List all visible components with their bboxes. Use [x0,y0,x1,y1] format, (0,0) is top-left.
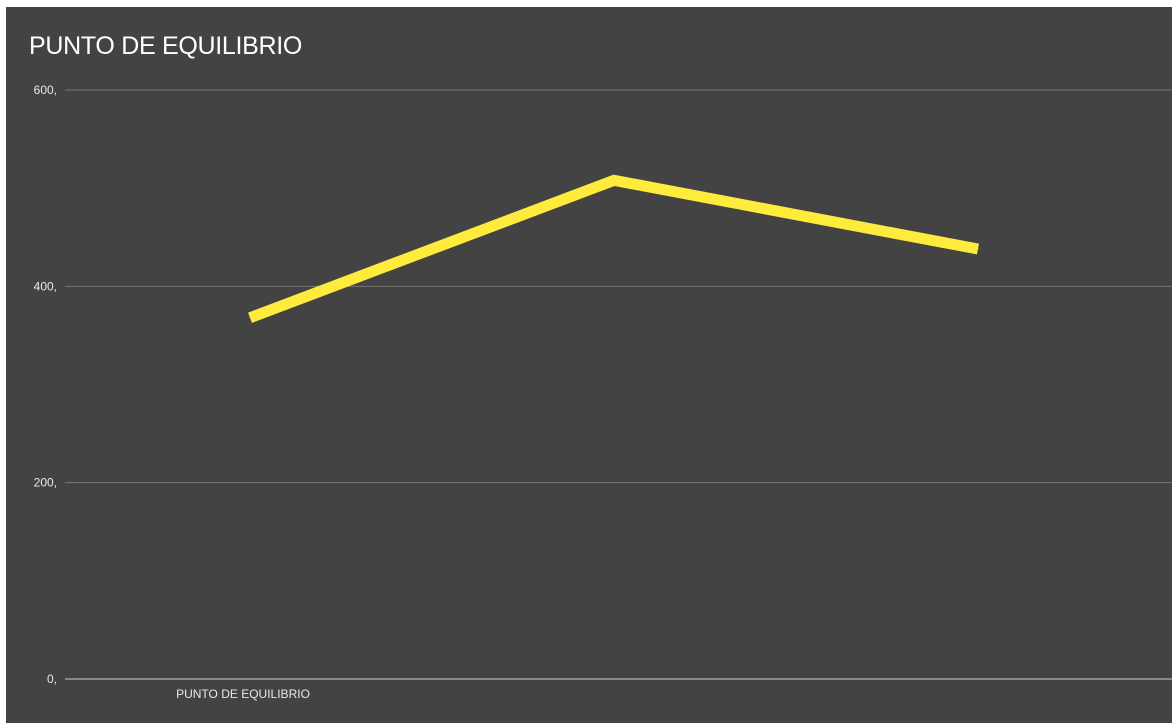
x-tick-label: PUNTO DE EQUILIBRIO [176,687,310,701]
chart-panel: PUNTO DE EQUILIBRIO 0, 200, 400, 600, PUNTO … [6,7,1172,723]
y-tick-label: 600, [34,83,57,97]
data-point [613,179,615,181]
line-chart: 0, 200, 400, 600, PUNTO DE EQUILIBRIO [34,83,1172,701]
data-point [977,248,979,250]
y-tick-label: 400, [34,279,57,293]
series-line [248,174,980,323]
chart-title: PUNTO DE EQUILIBRIO [29,32,303,60]
y-tick-label: 200, [34,476,57,490]
data-point [249,317,251,319]
y-tick-label: 0, [47,672,57,686]
